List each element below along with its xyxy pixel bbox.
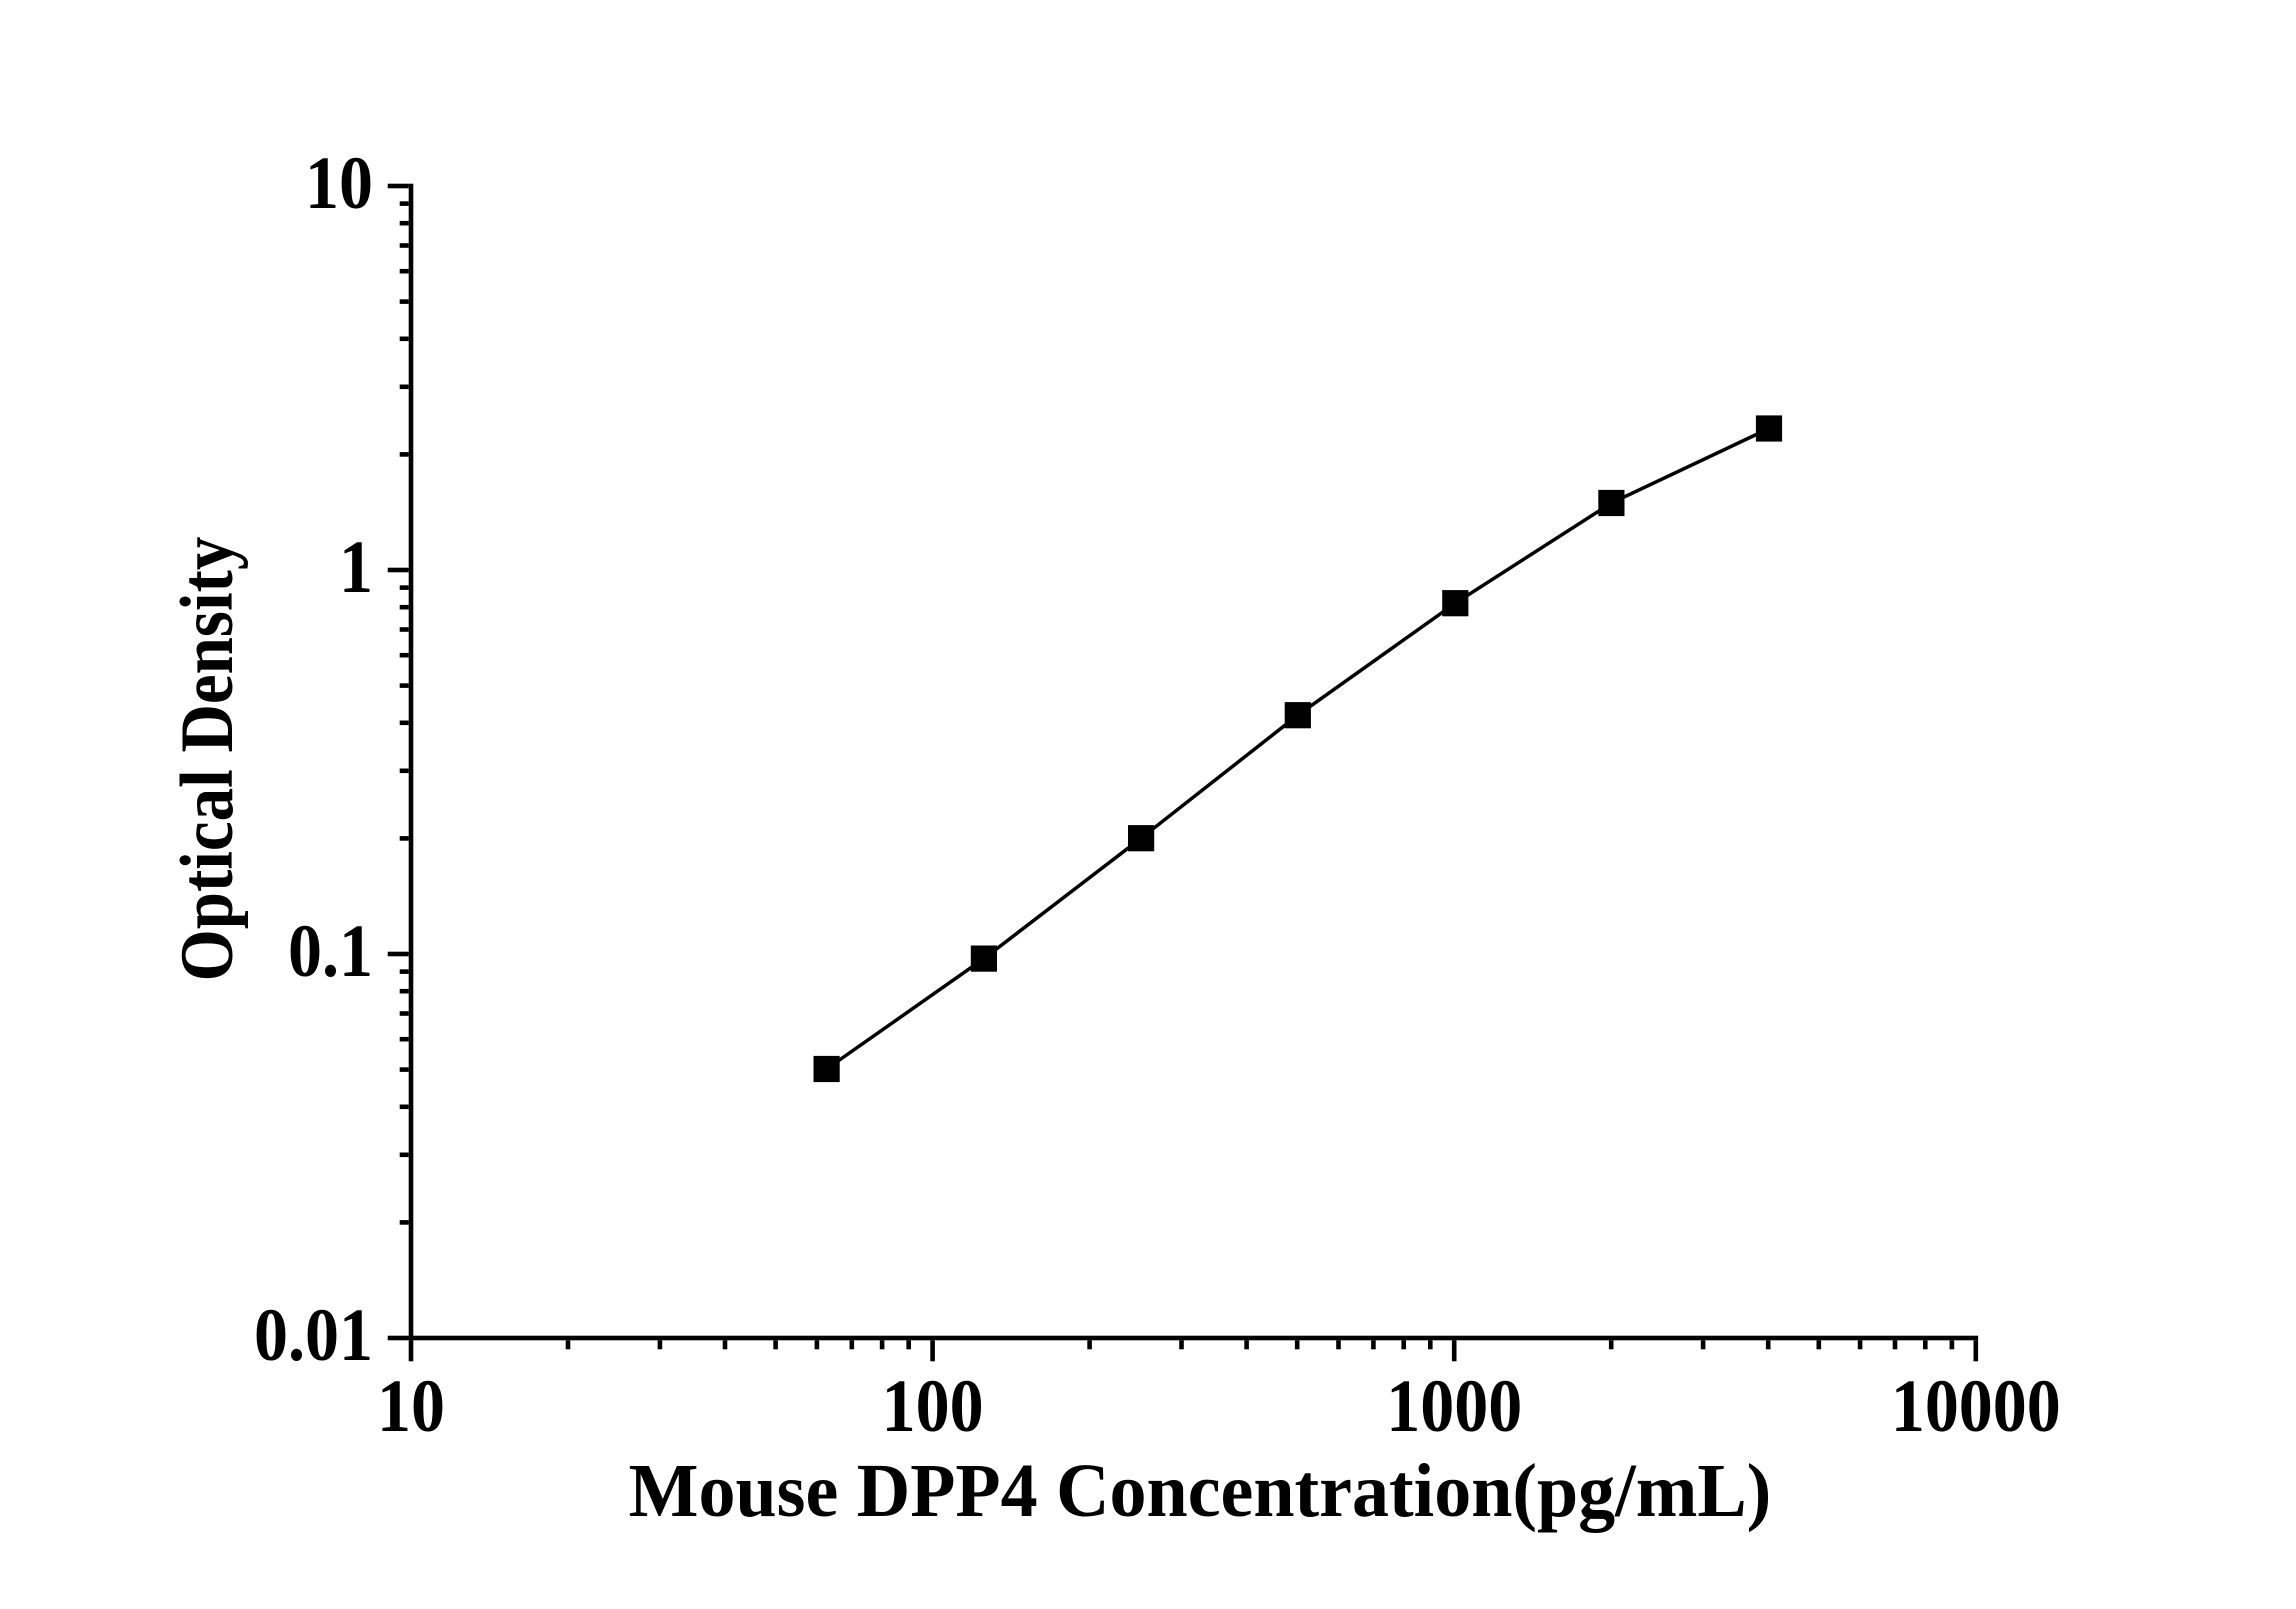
svg-text:100: 100 — [882, 1365, 984, 1448]
svg-text:Mouse DPP4 Concentration(pg/mL: Mouse DPP4 Concentration(pg/mL) — [629, 1449, 1772, 1533]
svg-text:1000: 1000 — [1386, 1365, 1522, 1448]
svg-text:0.01: 0.01 — [254, 1294, 373, 1377]
svg-text:1: 1 — [339, 526, 373, 609]
svg-text:10: 10 — [305, 142, 373, 225]
svg-text:Optical Density: Optical Density — [167, 537, 249, 982]
svg-text:0.1: 0.1 — [288, 910, 373, 993]
svg-text:10000: 10000 — [1891, 1365, 2061, 1448]
svg-text:10: 10 — [377, 1365, 445, 1448]
